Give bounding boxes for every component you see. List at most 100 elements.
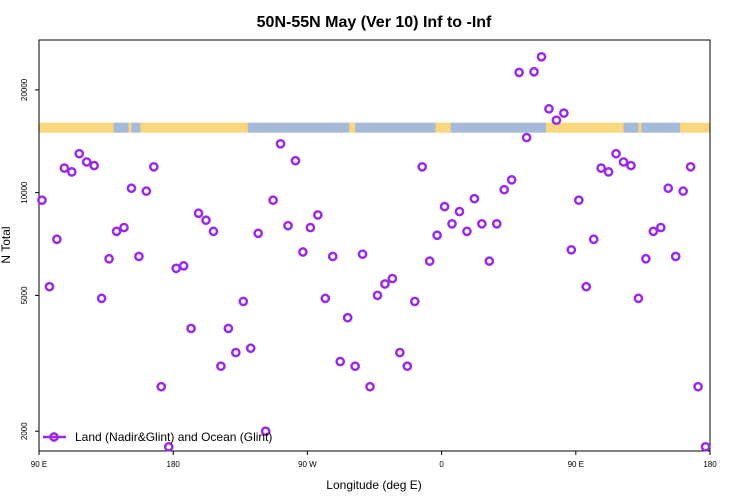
x-tick-label: 90 E — [31, 460, 47, 469]
data-point — [670, 251, 681, 262]
data-point — [499, 184, 510, 195]
legend: Land (Nadir&Glint) and Ocean (Glint) — [43, 430, 272, 444]
data-point — [611, 148, 621, 159]
data-points — [37, 51, 711, 452]
data-point — [223, 323, 234, 334]
data-point — [454, 206, 465, 217]
data-point — [156, 381, 167, 392]
data-point — [641, 253, 651, 264]
data-point — [409, 296, 420, 307]
ocean-strip-segment — [113, 122, 129, 133]
data-point — [626, 160, 636, 171]
data-point — [663, 183, 674, 194]
data-point — [208, 226, 219, 237]
data-point — [163, 441, 174, 452]
data-point — [119, 222, 129, 233]
data-point — [365, 381, 375, 392]
data-point — [186, 323, 196, 334]
data-point — [148, 161, 159, 172]
data-point — [685, 161, 696, 172]
data-point — [238, 296, 249, 307]
y-tick-label: 2000 — [20, 422, 29, 440]
data-point — [230, 347, 241, 358]
data-point — [618, 157, 629, 167]
data-point — [432, 230, 442, 241]
data-point — [350, 361, 360, 372]
data-point — [417, 161, 428, 172]
data-point — [111, 226, 122, 237]
data-point — [544, 103, 554, 114]
data-point — [477, 219, 487, 229]
data-point — [633, 293, 644, 304]
data-point — [44, 281, 55, 292]
x-axis: 90 E 180 90 W 0 90 E 180 — [31, 451, 717, 469]
data-point — [402, 361, 413, 372]
data-point — [178, 261, 189, 271]
data-point — [514, 67, 524, 78]
data-point — [290, 155, 301, 166]
x-tick-label: 0 — [439, 460, 444, 469]
data-point — [52, 234, 62, 245]
data-point — [521, 132, 532, 143]
x-tick-label: 90 E — [568, 460, 584, 469]
data-point — [387, 273, 398, 284]
data-point — [447, 219, 457, 229]
data-point — [394, 347, 405, 358]
data-point — [312, 210, 323, 220]
data-point — [536, 51, 547, 62]
data-point — [305, 222, 316, 233]
data-point — [380, 279, 390, 289]
data-point — [506, 175, 517, 185]
x-tick-label: 90 W — [298, 460, 317, 469]
data-point — [424, 256, 435, 266]
data-point — [573, 195, 584, 206]
plot-frame — [38, 39, 711, 452]
data-point — [193, 208, 204, 219]
data-point — [283, 220, 293, 231]
data-point — [81, 157, 92, 167]
data-point — [357, 249, 368, 260]
data-point — [37, 195, 47, 206]
data-point — [372, 290, 383, 301]
y-tick-label: 5000 — [20, 286, 29, 304]
data-point — [134, 251, 144, 262]
data-point — [439, 201, 450, 212]
data-point — [104, 253, 114, 264]
data-point — [253, 228, 264, 239]
data-point — [462, 226, 472, 237]
ocean-strip-segment — [641, 122, 681, 133]
data-point — [89, 160, 100, 171]
data-point — [66, 167, 77, 177]
ocean-strip-segment — [623, 122, 639, 133]
data-point — [559, 108, 569, 118]
data-point — [588, 234, 599, 245]
data-point — [648, 226, 659, 237]
data-point — [655, 222, 666, 233]
data-point — [678, 186, 689, 197]
data-point — [201, 215, 211, 226]
data-point — [551, 115, 562, 126]
x-axis-label: Longitude (deg E) — [326, 478, 421, 492]
data-point — [342, 312, 353, 323]
ocean-strip-segment — [131, 122, 141, 133]
x-tick-label: 180 — [167, 460, 181, 469]
data-point — [141, 186, 152, 197]
data-point — [216, 361, 226, 372]
data-point — [581, 281, 592, 292]
data-point — [275, 138, 286, 149]
y-tick-label: 10000 — [20, 181, 29, 204]
ocean-strip-segment — [247, 122, 350, 133]
data-point — [596, 163, 606, 173]
data-point — [96, 293, 107, 304]
data-point — [335, 356, 346, 367]
data-point — [59, 163, 70, 173]
data-point — [268, 195, 278, 206]
y-tick-label: 20000 — [20, 78, 29, 101]
data-point — [171, 263, 182, 274]
data-point — [320, 293, 331, 304]
ocean-strip-segment — [355, 122, 436, 133]
y-axis-label: N Total — [0, 226, 13, 263]
chart-title: 50N-55N May (Ver 10) Inf to -Inf — [257, 14, 492, 31]
x-tick-label: 180 — [703, 460, 717, 469]
